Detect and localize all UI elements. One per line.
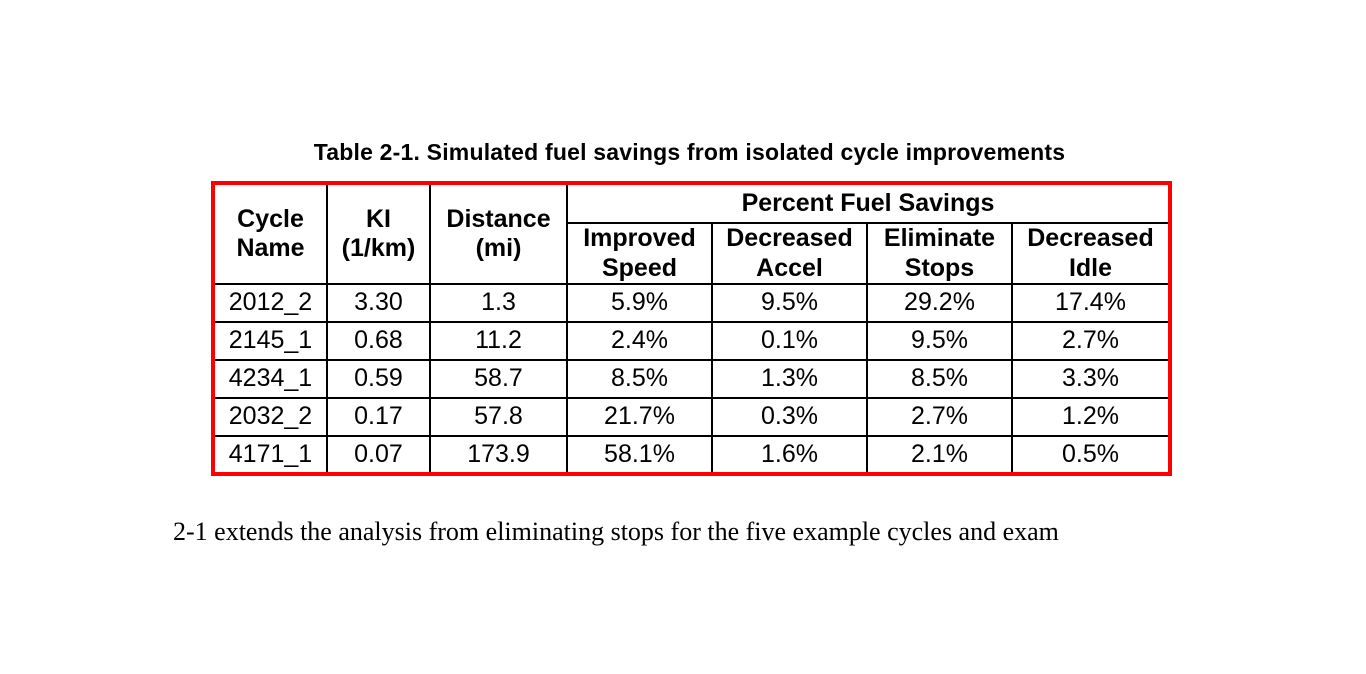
table-cell: 3.3% bbox=[1011, 359, 1171, 399]
table-cell: 2.7% bbox=[866, 397, 1013, 437]
fuel-savings-table: Cycle Name KI (1/km) Distance (mi) Perce… bbox=[211, 181, 1172, 476]
header-row-2: Improved Speed Decreased Accel Eliminate… bbox=[213, 222, 1171, 285]
table-cell: 1.3 bbox=[429, 283, 568, 323]
table-cell: 2012_2 bbox=[212, 283, 328, 323]
column-header-distance: Distance (mi) bbox=[429, 182, 568, 285]
table-cell: 1.3% bbox=[711, 359, 868, 399]
table-row: 2032_2 0.17 57.8 21.7% 0.3% 2.7% 1.2% bbox=[212, 397, 1171, 437]
table-cell: 2.7% bbox=[1011, 321, 1171, 361]
column-header-eliminate-stops: Eliminate Stops bbox=[866, 222, 1013, 285]
table-cell: 4171_1 bbox=[212, 435, 328, 475]
table-cell: 2032_2 bbox=[212, 397, 328, 437]
table-cell: 21.7% bbox=[566, 397, 713, 437]
table-cell: 0.59 bbox=[326, 359, 431, 399]
header-row-1: Cycle Name KI (1/km) Distance (mi) Perce… bbox=[212, 182, 1171, 285]
table-cell: 3.30 bbox=[326, 283, 431, 323]
table-cell: 11.2 bbox=[429, 321, 568, 361]
column-header-improved-speed: Improved Speed bbox=[566, 222, 713, 285]
table-cell: 2.1% bbox=[866, 435, 1013, 475]
table-cell: 0.1% bbox=[711, 321, 868, 361]
table-caption: Table 2-1. Simulated fuel savings from i… bbox=[313, 139, 1066, 165]
table-row: 2145_1 0.68 11.2 2.4% 0.1% 9.5% 2.7% bbox=[212, 321, 1171, 361]
table-cell: 0.3% bbox=[711, 397, 868, 437]
table-cell: 0.07 bbox=[326, 435, 431, 475]
table-cell: 0.68 bbox=[326, 321, 431, 361]
column-header-cycle-name: Cycle Name bbox=[212, 182, 328, 285]
table-cell: 57.8 bbox=[429, 397, 568, 437]
table-cell: 9.5% bbox=[711, 283, 868, 323]
table-cell: 58.7 bbox=[429, 359, 568, 399]
table-cell: 8.5% bbox=[866, 359, 1013, 399]
table-cell: 5.9% bbox=[566, 283, 713, 323]
table-cell: 29.2% bbox=[866, 283, 1013, 323]
table-cell: 17.4% bbox=[1011, 283, 1171, 323]
column-group-header-percent-fuel-savings: Percent Fuel Savings bbox=[566, 182, 1171, 224]
table-cell: 9.5% bbox=[866, 321, 1013, 361]
table-cell: 2.4% bbox=[566, 321, 713, 361]
table-cell: 58.1% bbox=[566, 435, 713, 475]
column-header-decreased-idle: Decreased Idle bbox=[1011, 222, 1171, 285]
body-text: 2-1 extends the analysis from eliminatin… bbox=[173, 517, 1059, 546]
table-cell: 173.9 bbox=[429, 435, 568, 475]
table-cell: 1.6% bbox=[711, 435, 868, 475]
table-row: 2012_2 3.30 1.3 5.9% 9.5% 29.2% 17.4% bbox=[212, 283, 1171, 323]
table-cell: 8.5% bbox=[566, 359, 713, 399]
table-row: 4234_1 0.59 58.7 8.5% 1.3% 8.5% 3.3% bbox=[212, 359, 1171, 399]
column-header-decreased-accel: Decreased Accel bbox=[711, 222, 868, 285]
table-cell: 2145_1 bbox=[212, 321, 328, 361]
table-cell: 0.17 bbox=[326, 397, 431, 437]
table-cell: 4234_1 bbox=[212, 359, 328, 399]
table-row: 4171_1 0.07 173.9 58.1% 1.6% 2.1% 0.5% bbox=[212, 435, 1171, 475]
table-cell: 0.5% bbox=[1011, 435, 1171, 475]
table-cell: 1.2% bbox=[1011, 397, 1171, 437]
column-header-ki: KI (1/km) bbox=[326, 182, 431, 285]
